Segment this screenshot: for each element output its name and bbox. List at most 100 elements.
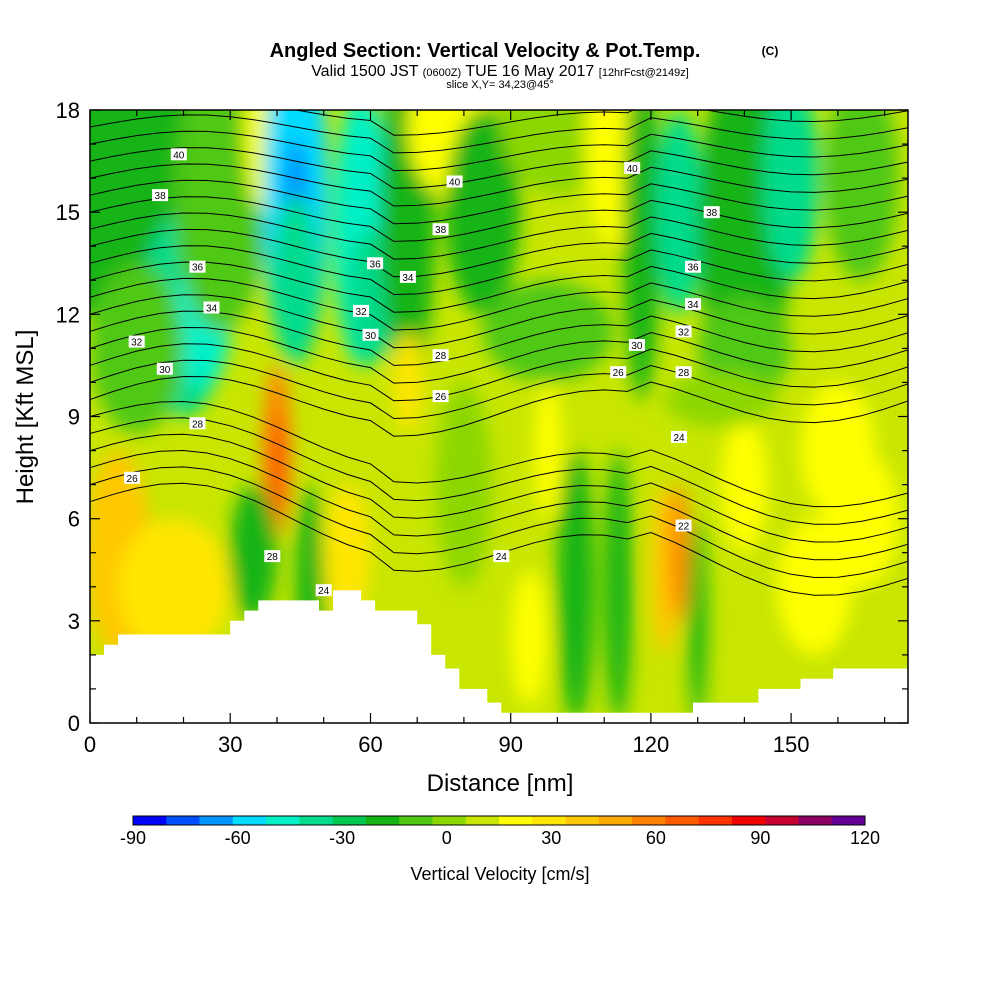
svg-text:28: 28 [435, 351, 447, 362]
colorbar-swatch [731, 816, 766, 825]
colorbar-swatch [499, 816, 533, 825]
contour-label: 32 [675, 325, 692, 338]
contour-label: 38 [703, 206, 720, 219]
valid-line: Valid 1500 JST (0600Z) TUE 16 May 2017 [… [311, 63, 689, 80]
colorbar-swatch [399, 816, 433, 825]
svg-text:22: 22 [678, 522, 690, 533]
contour-label: 32 [353, 304, 370, 318]
svg-text:32: 32 [678, 327, 690, 338]
velocity-cell [510, 569, 549, 707]
svg-text:34: 34 [206, 304, 218, 315]
colorbar-swatch [765, 816, 799, 825]
colorbar-swatch [299, 816, 333, 825]
y-tick-label: 6 [68, 507, 80, 532]
colorbar-tick-label: 120 [850, 828, 880, 848]
colorbar-swatch [632, 816, 666, 825]
svg-text:34: 34 [687, 300, 699, 311]
svg-text:30: 30 [365, 331, 377, 342]
velocity-cell [721, 416, 768, 553]
contour-label: 24 [493, 550, 510, 563]
svg-text:24: 24 [496, 552, 508, 563]
contour-label: 28 [432, 349, 449, 362]
contour-label: 36 [367, 257, 384, 270]
velocity-cell [777, 518, 852, 655]
svg-text:28: 28 [192, 419, 204, 430]
colorbar-swatch [565, 816, 600, 825]
isentrope [90, 294, 908, 349]
contour-label: 36 [189, 260, 206, 274]
colorbar-tick-label: -60 [225, 828, 251, 848]
svg-text:40: 40 [173, 150, 185, 161]
colorbar-swatch [332, 816, 367, 825]
chart-title: Angled Section: Vertical Velocity & Pot.… [270, 40, 701, 62]
contour-label: 40 [170, 148, 187, 161]
x-tick-label: 30 [218, 732, 242, 757]
contour-label: 40 [624, 161, 641, 175]
isentrope [90, 212, 908, 260]
colorbar-swatch [199, 816, 234, 825]
colorbar-tick-label: 30 [541, 828, 561, 848]
svg-text:24: 24 [673, 433, 685, 444]
svg-text:28: 28 [678, 368, 690, 379]
contour-label: 30 [628, 339, 645, 352]
colorbar-swatch [698, 816, 733, 825]
svg-text:32: 32 [356, 307, 368, 318]
colorbar-swatch [532, 816, 566, 825]
isentrope [90, 114, 908, 154]
isentrope [90, 343, 908, 402]
contour-label: 24 [671, 430, 687, 444]
svg-text:30: 30 [631, 341, 643, 352]
isentrope [90, 261, 908, 313]
velocity-cell [501, 110, 614, 196]
velocity-cell [118, 518, 231, 655]
contour-label: 34 [203, 301, 220, 315]
colorbar-swatch [133, 816, 167, 825]
colorbar-swatch [432, 816, 467, 825]
y-tick-label: 3 [68, 609, 80, 634]
isentrope [90, 433, 908, 543]
velocity-cell [622, 110, 661, 400]
potential-temperature-contours [90, 110, 908, 596]
isentrope [90, 310, 908, 366]
velocity-cell [688, 518, 707, 723]
isentrope [90, 228, 908, 278]
contour-label: 32 [128, 335, 145, 349]
velocity-cell [655, 110, 703, 315]
velocity-cell [174, 110, 268, 332]
svg-text:24: 24 [318, 586, 330, 597]
velocity-cell [267, 416, 287, 519]
contour-label: 26 [432, 390, 449, 403]
x-tick-label: 0 [84, 732, 96, 757]
velocity-cell [604, 450, 633, 723]
isentrope [90, 277, 908, 331]
y-tick-label: 15 [56, 200, 80, 225]
contour-label: 30 [362, 328, 379, 342]
colorbar-swatch [232, 816, 267, 825]
colorbar-swatch [831, 816, 866, 825]
svg-text:40: 40 [449, 178, 461, 189]
colorbar-swatch [598, 816, 633, 825]
x-tick-label: 60 [358, 732, 382, 757]
svg-text:28: 28 [267, 552, 279, 563]
contour-label: 30 [156, 362, 173, 376]
colorbar: -90 -60 -30 0 30 60 90 120 [120, 815, 880, 848]
plot-area [90, 110, 908, 723]
svg-text:36: 36 [687, 263, 699, 274]
y-tick-label: 18 [56, 98, 80, 123]
velocity-cell [823, 110, 899, 281]
x-axis-label: Distance [nm] [427, 770, 574, 797]
isentrope [90, 375, 908, 437]
contour-label: 36 [685, 260, 701, 274]
isentrope [90, 417, 908, 525]
slice-line: slice X,Y= 34,23@45° [446, 79, 554, 91]
isentrope [90, 245, 908, 296]
contour-label: 34 [399, 270, 416, 284]
contour-labels: 40 38 36 34 32 30 28 26 28 24 40 38 36 34 32 30 28 26 24 40… [124, 148, 720, 597]
isentrope [90, 449, 908, 561]
svg-text:38: 38 [706, 208, 718, 219]
isentrope [90, 196, 908, 242]
svg-text:40: 40 [627, 164, 639, 175]
svg-text:38: 38 [435, 225, 447, 236]
